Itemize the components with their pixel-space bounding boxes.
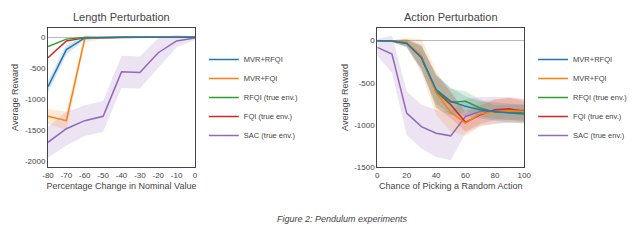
svg-text:0: 0 [41,33,46,42]
svg-text:-1500: -1500 [354,163,375,172]
svg-text:40: 40 [432,171,441,180]
svg-text:-70: -70 [61,171,73,180]
svg-text:MVR+RFQI: MVR+RFQI [573,55,612,64]
svg-text:Percentage Change in Nominal V: Percentage Change in Nominal Value [47,181,197,191]
svg-text:Average Reward: Average Reward [10,64,20,131]
svg-text:Chance of Picking a Random Act: Chance of Picking a Random Action [379,181,523,191]
svg-text:-500: -500 [29,64,46,73]
svg-text:-10: -10 [171,171,183,180]
svg-text:80: 80 [490,171,499,180]
svg-text:MVR+FQI: MVR+FQI [244,74,278,83]
svg-text:0: 0 [375,171,380,180]
svg-text:-60: -60 [79,171,91,180]
svg-text:MVR+FQI: MVR+FQI [573,74,607,83]
svg-text:-2000: -2000 [25,157,46,166]
svg-text:-40: -40 [116,171,128,180]
svg-text:Action Perturbation: Action Perturbation [404,11,498,23]
svg-text:0: 0 [193,171,198,180]
svg-text:SAC (true env.): SAC (true env.) [573,131,625,140]
svg-text:60: 60 [461,171,470,180]
svg-text:RFQI (true env.): RFQI (true env.) [244,93,298,102]
svg-text:-1000: -1000 [354,121,375,130]
svg-text:20: 20 [402,171,411,180]
svg-text:RFQI (true env.): RFQI (true env.) [573,93,627,102]
svg-text:-80: -80 [42,171,54,180]
svg-text:FQI (true env.): FQI (true env.) [573,112,622,121]
svg-text:-1000: -1000 [25,95,46,104]
svg-text:SAC (true env.): SAC (true env.) [244,131,296,140]
svg-text:Length Perturbation: Length Perturbation [73,11,170,23]
svg-text:100: 100 [518,171,532,180]
svg-text:MVR+RFQI: MVR+RFQI [244,55,283,64]
svg-text:FQI (true env.): FQI (true env.) [244,112,293,121]
svg-text:-50: -50 [97,171,109,180]
svg-text:-20: -20 [152,171,164,180]
svg-text:0: 0 [370,36,375,45]
svg-text:-1500: -1500 [25,126,46,135]
svg-text:Figure 2: Pendulum experiments: Figure 2: Pendulum experiments [277,214,408,224]
svg-text:Average Reward: Average Reward [340,64,350,131]
svg-text:-30: -30 [134,171,146,180]
svg-text:-500: -500 [359,79,376,88]
